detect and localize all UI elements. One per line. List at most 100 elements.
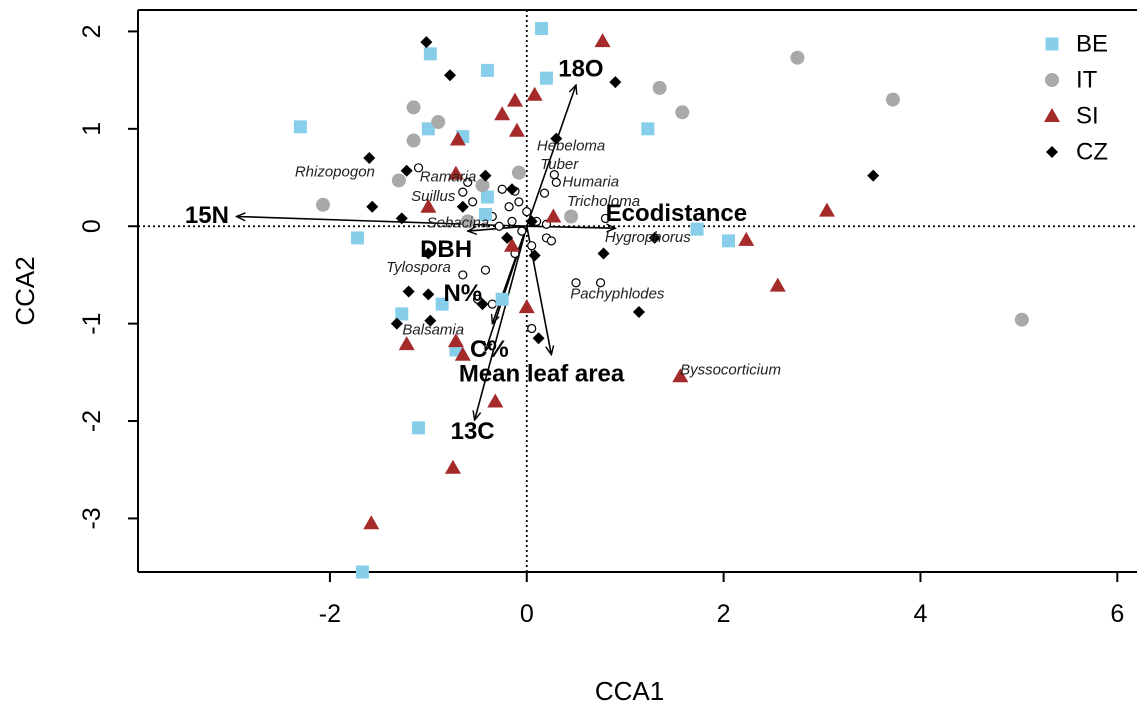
vector-label-dbh: DBH <box>420 236 472 263</box>
point-be <box>539 71 553 85</box>
point-si <box>420 198 437 213</box>
legend-marker-be <box>1045 37 1059 51</box>
vector-arrow-18o <box>526 85 576 227</box>
species-point <box>546 236 556 246</box>
legend-label-it: IT <box>1076 66 1098 93</box>
species-point <box>413 163 424 173</box>
species-point <box>504 202 514 212</box>
vector-arrow-c <box>485 225 528 351</box>
species-label-pachyphlodes: Pachyphlodes <box>570 285 665 302</box>
axes: -2 0 2 4 6 -3 -2 -1 0 1 2 CCA1 CCA2 <box>10 24 1124 706</box>
point-it <box>475 178 490 193</box>
point-cz <box>476 298 489 311</box>
point-si <box>508 122 525 137</box>
point-cz <box>366 200 379 213</box>
point-cz <box>444 69 457 82</box>
point-cz <box>422 247 435 260</box>
species-point <box>595 278 606 288</box>
species-point <box>571 278 581 288</box>
species-point <box>600 213 611 224</box>
species-label-tricholoma: Tricholoma <box>567 193 640 210</box>
point-be <box>423 47 437 61</box>
species-point <box>549 170 559 180</box>
point-cz <box>550 132 563 145</box>
vector-arrow-15n <box>236 216 527 228</box>
species-label-byssocorticium: Byssocorticium <box>680 361 781 378</box>
point-cz <box>395 212 408 225</box>
point-it <box>406 100 421 115</box>
point-be <box>395 307 409 321</box>
point-cz <box>648 231 661 244</box>
y-tick-label: -3 <box>78 507 106 529</box>
species-label-hebeloma: Hebeloma <box>537 137 605 154</box>
point-be <box>478 208 492 222</box>
point-si <box>818 202 835 217</box>
point-si <box>769 277 786 292</box>
point-it <box>391 173 406 188</box>
x-tick-label: -2 <box>319 600 341 628</box>
legend: BE IT SI CZ <box>1044 30 1108 165</box>
y-tick-label: 0 <box>78 219 106 233</box>
y-tick-label: 2 <box>78 24 106 38</box>
series-it <box>316 50 1029 327</box>
point-cz <box>867 169 880 182</box>
point-cz <box>424 314 437 327</box>
vector-labels: 18O 15N Ecodistance DBH N% C%Mean leaf area 13… <box>185 56 747 445</box>
point-cz <box>501 231 514 244</box>
point-si <box>398 336 415 351</box>
y-axis-title: CCA2 <box>10 256 40 325</box>
x-tick-label: 4 <box>914 600 928 628</box>
vector-label-15n: 15N <box>185 202 229 229</box>
species-point <box>507 216 517 226</box>
x-tick-label: 6 <box>1110 600 1124 628</box>
vector-label-13c: 13C <box>451 418 495 445</box>
site-points <box>293 22 1029 579</box>
point-it <box>431 115 446 130</box>
point-it <box>675 105 690 120</box>
point-cz <box>506 183 519 196</box>
point-be <box>722 234 736 248</box>
legend-label-be: BE <box>1076 30 1108 57</box>
y-tick-label: -2 <box>78 410 106 432</box>
y-tick-label: -1 <box>78 313 106 335</box>
species-point <box>468 197 478 207</box>
legend-label-si: SI <box>1076 102 1099 129</box>
point-cz <box>609 76 622 89</box>
series-cz <box>363 36 880 345</box>
x-axis-title: CCA1 <box>595 676 664 706</box>
vector-label-ecodistance: Ecodistance <box>606 200 747 227</box>
point-be <box>480 190 494 204</box>
point-si <box>447 165 464 180</box>
vector-label-c: C% <box>470 336 509 363</box>
legend-label-cz: CZ <box>1076 138 1108 165</box>
point-it <box>564 209 579 224</box>
point-cz <box>528 249 541 262</box>
point-cz <box>402 285 415 298</box>
point-cz <box>525 215 538 228</box>
species-label-ramaria: Ramaria <box>420 168 477 185</box>
vector-label-n: N% <box>443 280 482 307</box>
species-point <box>551 177 561 187</box>
species-point <box>527 241 537 251</box>
point-si <box>594 33 611 48</box>
x-tick-label: 2 <box>717 600 731 628</box>
point-be <box>412 421 426 435</box>
species-label-suillus: Suillus <box>411 188 456 205</box>
species-label-hygrophorus: Hygrophorus <box>605 229 691 246</box>
point-si <box>672 368 689 383</box>
point-si <box>494 106 511 121</box>
species-point <box>527 323 537 334</box>
species-point <box>522 207 532 217</box>
point-cz <box>632 305 645 318</box>
species-label-balsamia: Balsamia <box>402 321 464 338</box>
point-it <box>316 197 331 212</box>
point-si <box>518 299 535 314</box>
vector-label-mean-leaf-area: Mean leaf area <box>459 361 625 388</box>
point-be <box>495 292 509 306</box>
species-point <box>539 188 550 198</box>
point-cz <box>363 152 376 165</box>
point-be <box>535 22 549 36</box>
point-si <box>526 86 543 101</box>
point-be <box>355 565 369 579</box>
